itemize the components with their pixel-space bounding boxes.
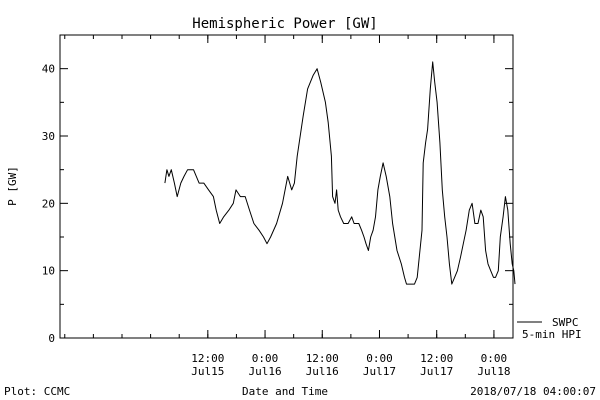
x-tick-label-date-5: Jul18 xyxy=(477,365,510,378)
x-tick-label-date-4: Jul17 xyxy=(420,365,453,378)
y-tick-label-0: 0 xyxy=(48,332,55,345)
legend: SWPC 5-min HPI xyxy=(517,316,582,341)
y-tick-label-30: 30 xyxy=(42,130,55,143)
footer-plot-credit: Plot: CCMC xyxy=(4,385,70,398)
chart-title: Hemispheric Power [GW] xyxy=(192,16,377,32)
y-axis-label: P [GW] xyxy=(6,166,19,206)
y-tick-label-40: 40 xyxy=(42,63,55,76)
x-tick-label-time-3: 0:00 xyxy=(366,352,393,365)
x-tick-label-time-0: 12:00 xyxy=(191,352,224,365)
y-tick-label-10: 10 xyxy=(42,265,55,278)
legend-entry-swpc: SWPC xyxy=(552,316,579,329)
plot-frame xyxy=(59,34,514,339)
x-tick-label-time-2: 12:00 xyxy=(306,352,339,365)
legend-entry-5min-hpi: 5-min HPI xyxy=(522,328,582,341)
footer-timestamp: 2018/07/18 04:00:07 xyxy=(470,385,596,398)
series-layer xyxy=(164,61,516,285)
x-tick-label-time-1: 0:00 xyxy=(252,352,279,365)
x-tick-label-time-4: 12:00 xyxy=(420,352,453,365)
x-tick-label-time-5: 0:00 xyxy=(481,352,508,365)
x-tick-label-date-2: Jul16 xyxy=(306,365,339,378)
x-axis-label: Date and Time xyxy=(242,385,328,398)
x-tick-label-date-3: Jul17 xyxy=(363,365,396,378)
y-tick-label-20: 20 xyxy=(42,197,55,210)
series-line-swpc xyxy=(164,61,516,285)
x-tick-label-date-1: Jul16 xyxy=(248,365,281,378)
y-axis: 0 10 20 30 40 xyxy=(42,63,513,345)
x-axis: 12:00Jul150:00Jul1612:00Jul160:00Jul1712… xyxy=(64,35,510,378)
x-tick-label-date-0: Jul15 xyxy=(191,365,224,378)
